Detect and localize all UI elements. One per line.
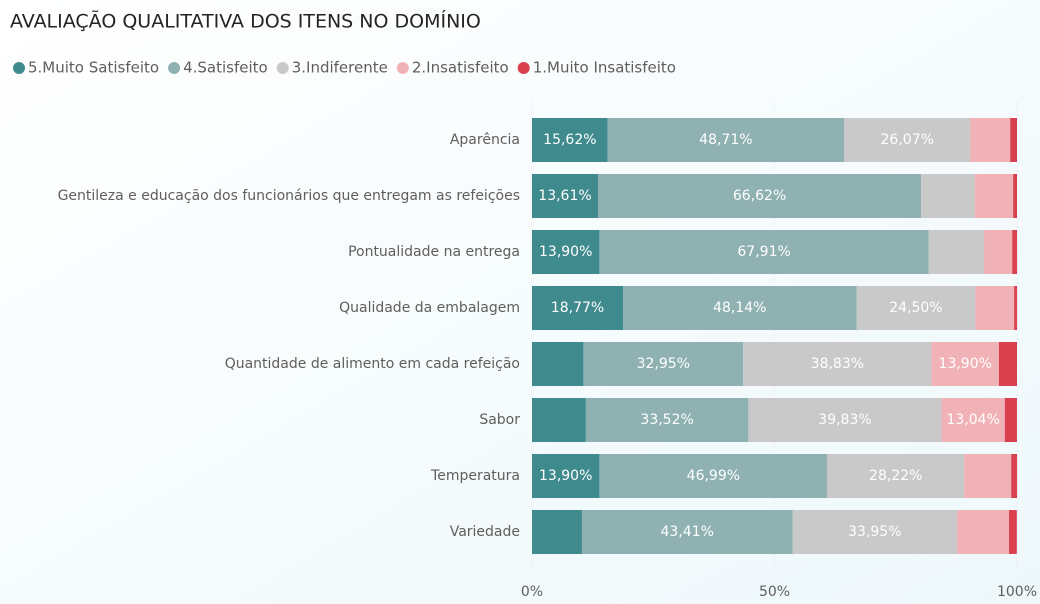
- bar-segment: [532, 118, 608, 162]
- x-tick-label: 0%: [521, 584, 543, 600]
- data-label: 33,95%: [848, 524, 901, 540]
- bar-segment: [1010, 118, 1017, 162]
- legend-label: 5.Muito Satisfeito: [28, 59, 159, 77]
- y-tick-label: Pontualidade na entrega: [348, 244, 520, 260]
- bar-segment: [931, 342, 999, 386]
- legend-marker: [13, 62, 25, 74]
- data-label: 43,41%: [661, 524, 714, 540]
- data-label: 39,83%: [818, 412, 871, 428]
- bar-segment: [1011, 454, 1018, 498]
- bar-segment: [607, 118, 845, 162]
- data-label: 24,50%: [889, 300, 942, 316]
- bar-segment: [748, 398, 942, 442]
- legend-marker: [517, 62, 530, 74]
- bar-segment: [921, 174, 975, 218]
- legend-label: 2.Insatisfeito: [412, 59, 509, 77]
- data-label: 33,52%: [640, 412, 693, 428]
- data-label: 32,95%: [637, 356, 690, 372]
- y-tick-label: Aparência: [450, 132, 520, 148]
- y-tick-label: Gentileza e educação dos funcionários qu…: [58, 188, 520, 204]
- y-tick-label: Sabor: [479, 412, 520, 428]
- bar-segment: [844, 118, 971, 162]
- bar-segment: [583, 342, 744, 386]
- bar-segment: [532, 286, 624, 330]
- bar-segment: [532, 510, 582, 554]
- bar-segment: [1014, 286, 1018, 330]
- bar-segment: [532, 342, 584, 386]
- bar-segment: [957, 510, 1010, 554]
- data-label: 48,71%: [699, 132, 752, 148]
- y-tick-label: Variedade: [450, 524, 520, 540]
- data-label: 13,90%: [539, 468, 592, 484]
- legend-marker: [168, 62, 181, 74]
- x-tick-label: 100%: [997, 584, 1037, 600]
- bar-segment: [970, 118, 1011, 162]
- y-tick-label: Temperatura: [430, 468, 520, 484]
- data-label: 13,61%: [538, 188, 591, 204]
- data-label: 15,62%: [543, 132, 596, 148]
- data-label: 66,62%: [733, 188, 786, 204]
- data-label: 46,99%: [687, 468, 740, 484]
- bar-segment: [974, 174, 1014, 218]
- data-label: 38,83%: [811, 356, 864, 372]
- chart-title: AVALIAÇÃO QUALITATIVA DOS ITENS NO DOMÍN…: [10, 10, 481, 33]
- legend-label: 4.Satisfeito: [183, 59, 268, 77]
- bar-segment: [1009, 510, 1017, 554]
- bar-segment: [964, 454, 1012, 498]
- bar-segment: [1012, 230, 1018, 274]
- bar-segment: [856, 286, 976, 330]
- bar-segment: [599, 454, 828, 498]
- legend-marker: [276, 62, 289, 74]
- data-label: 26,07%: [881, 132, 934, 148]
- bar-segment: [1013, 174, 1017, 218]
- data-label: 18,77%: [551, 300, 604, 316]
- bar-segment: [941, 398, 1005, 442]
- bar-segment: [792, 510, 958, 554]
- bar-segment: [928, 230, 985, 274]
- bar-segment: [581, 510, 793, 554]
- y-tick-label: Qualidade da embalagem: [339, 300, 520, 316]
- bar-segment: [598, 174, 922, 218]
- data-label: 13,90%: [539, 244, 592, 260]
- bar-segment: [532, 230, 600, 274]
- data-label: 13,90%: [939, 356, 992, 372]
- bar-segment: [532, 398, 586, 442]
- data-label: 48,14%: [713, 300, 766, 316]
- bar-segment: [532, 174, 599, 218]
- bar-segment: [623, 286, 857, 330]
- data-label: 13,04%: [947, 412, 1000, 428]
- x-tick-label: 50%: [759, 584, 790, 600]
- bar-segment: [585, 398, 749, 442]
- bar-segment: [998, 342, 1017, 386]
- legend-marker: [396, 62, 409, 74]
- bar-segment: [743, 342, 932, 386]
- bar-segment: [1004, 398, 1017, 442]
- bar-segment: [599, 230, 929, 274]
- y-tick-label: Quantidade de alimento em cada refeição: [225, 356, 520, 372]
- legend-label: 3.Indiferente: [292, 59, 388, 77]
- bar-segment: [532, 454, 600, 498]
- data-label: 67,91%: [737, 244, 790, 260]
- legend-label: 1.Muito Insatisfeito: [533, 59, 676, 77]
- data-label: 28,22%: [869, 468, 922, 484]
- bar-segment: [975, 286, 1015, 330]
- bar-segment: [827, 454, 965, 498]
- bar-segment: [984, 230, 1013, 274]
